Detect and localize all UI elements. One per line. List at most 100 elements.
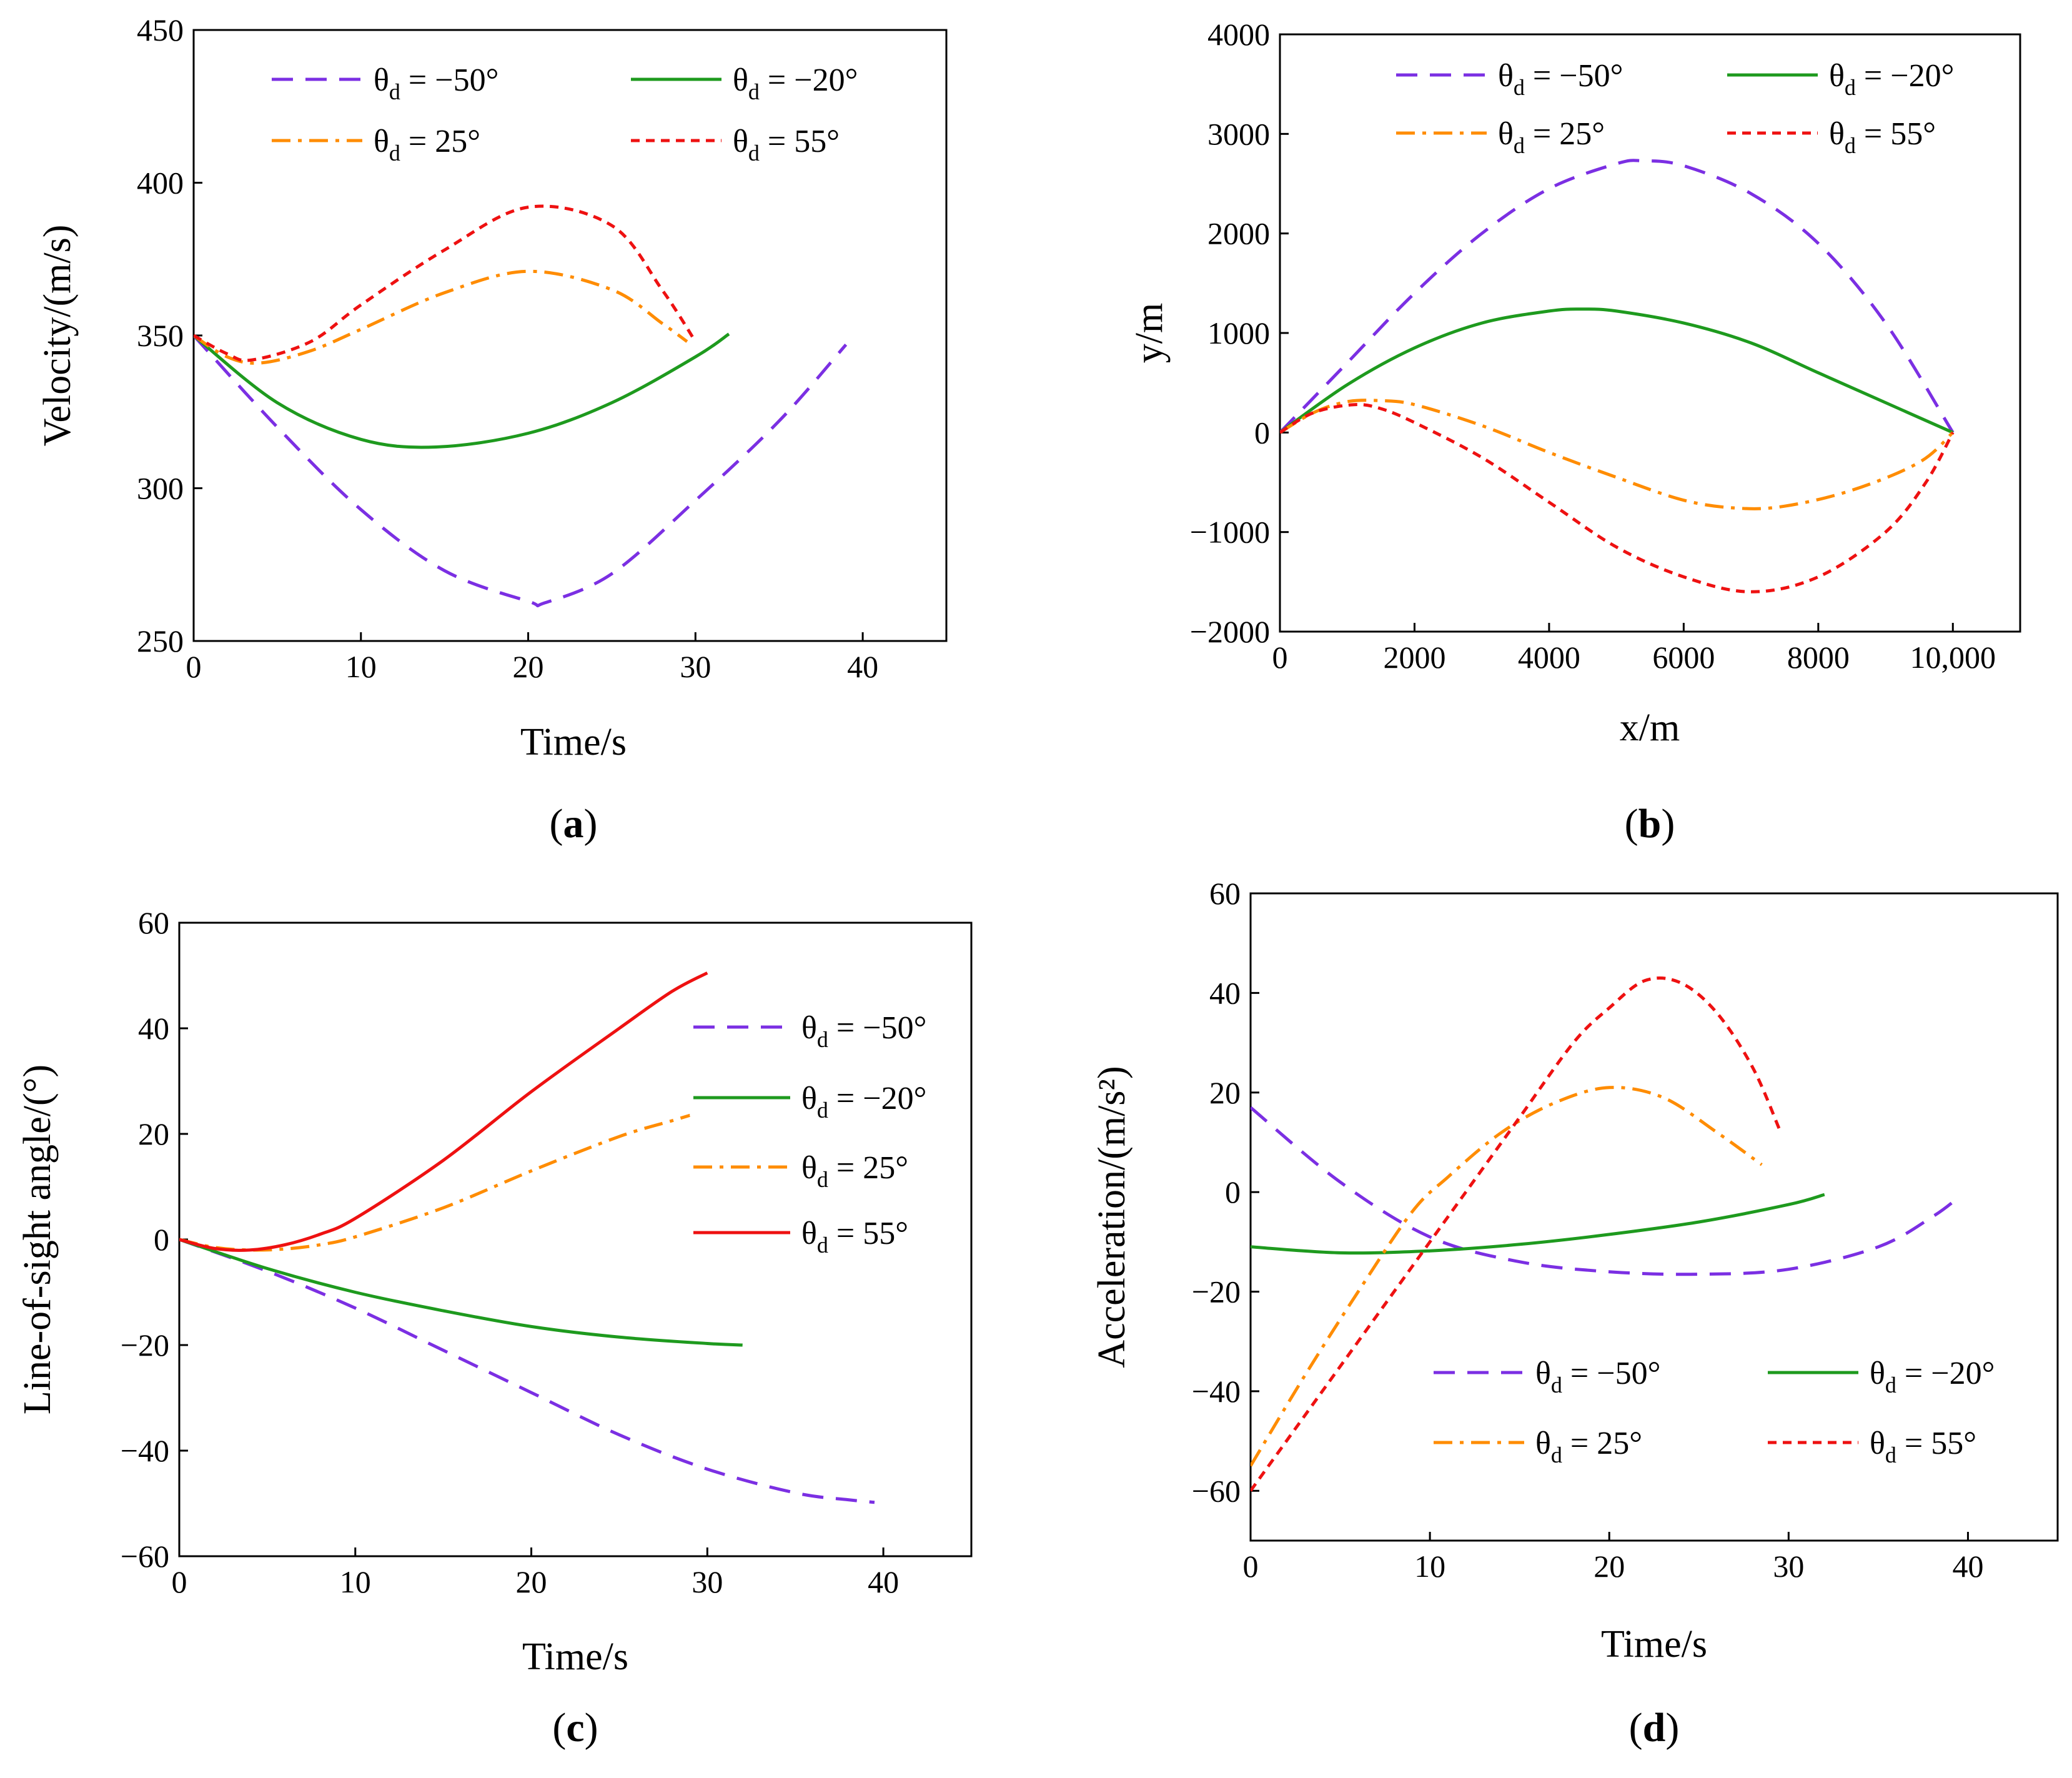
legend-entry: θd = −50° <box>801 1010 926 1052</box>
x-tick-label: 6000 <box>1652 640 1715 675</box>
y-axis-label: Acceleration/(m/s²) <box>1091 1066 1133 1368</box>
series-line-2 <box>1251 1193 1825 1255</box>
x-tick-label: 40 <box>1952 1549 1983 1584</box>
legend-entry: θd = 25° <box>1535 1426 1642 1468</box>
chart-d: 0 10 20 30 40 −60 −40 −20 0 20 40 60 Time/s Accelerat… <box>1091 876 2059 1751</box>
plot-frame <box>192 29 948 642</box>
panel-label: (c) <box>552 1705 598 1751</box>
y-tick-label: 450 <box>137 12 184 47</box>
x-tick-label: 30 <box>1773 1549 1804 1584</box>
y-tick-label: 0 <box>1225 1175 1241 1209</box>
y-axis-label: Line-of-sight angle/(°) <box>16 1065 59 1414</box>
x-tick-label: 10 <box>345 649 377 684</box>
legend-entry: θd = 25° <box>1498 116 1605 158</box>
x-tick-label: 20 <box>516 1564 547 1599</box>
y-tick-label: 40 <box>1209 975 1241 1010</box>
series-group <box>179 971 875 1504</box>
x-tick-label: 2000 <box>1383 640 1445 675</box>
legend-entry: θd = 25° <box>374 124 480 166</box>
y-axis-label: y/m <box>1128 303 1171 363</box>
series-line-3 <box>194 269 688 365</box>
legend-entry: θd = 55° <box>733 124 840 166</box>
x-tick-label: 10,000 <box>1910 640 1996 675</box>
x-axis-label: Time/s <box>520 721 627 763</box>
series-line-2 <box>1280 307 1954 434</box>
chart-a: 0 10 20 30 40 250 300 350 400 450 Time/s Velocity/(… <box>36 12 948 847</box>
x-tick-label: 4000 <box>1518 640 1580 675</box>
legend-entry: θd = −50° <box>1498 58 1623 100</box>
chart-c: 0 10 20 30 40 −60 −40 −20 0 20 40 60 Time/s Line-of-s… <box>16 905 973 1751</box>
legend-entry: θd = −20° <box>733 62 858 104</box>
legend-entry: θd = −50° <box>1535 1356 1660 1398</box>
series-line-3 <box>1280 399 1955 510</box>
series-line-4 <box>179 971 708 1252</box>
x-tick-label: 40 <box>868 1564 899 1599</box>
x-tick-label: 30 <box>680 649 711 684</box>
x-tick-label: 20 <box>1594 1549 1625 1584</box>
y-tick-label: −20 <box>1192 1274 1241 1309</box>
y-tick-label: 2000 <box>1207 216 1270 251</box>
series-line-1 <box>1280 159 1955 434</box>
y-tick-label: 1000 <box>1207 315 1270 350</box>
y-tick-label: −60 <box>1192 1473 1241 1508</box>
y-tick-label: 60 <box>1209 876 1241 911</box>
legend-entry: θd = −50° <box>374 62 498 104</box>
plot-frame <box>1249 892 2059 1542</box>
x-tick-label: 10 <box>340 1564 371 1599</box>
x-tick-label: 0 <box>1243 1549 1259 1584</box>
legend-entry: θd = 25° <box>801 1150 908 1192</box>
x-axis-label: x/m <box>1620 707 1680 749</box>
y-tick-label: −2000 <box>1190 614 1270 649</box>
y-tick-label: 0 <box>154 1222 169 1257</box>
y-tick-label: 250 <box>137 623 184 658</box>
y-tick-label: −40 <box>121 1433 169 1468</box>
series-group <box>194 204 848 608</box>
legend-entry: θd = −20° <box>1829 58 1954 100</box>
series-line-1 <box>179 1238 875 1504</box>
legend-entry: θd = 55° <box>1870 1426 1976 1468</box>
series-line-1 <box>194 334 848 608</box>
series-line-1 <box>1251 1106 1960 1276</box>
series-line-3 <box>179 1114 690 1252</box>
series-line-4 <box>1280 402 1955 593</box>
y-tick-label: 20 <box>138 1116 169 1151</box>
x-tick-label: 0 <box>1272 640 1288 675</box>
y-tick-label: 40 <box>138 1011 169 1046</box>
y-axis-label: Velocity/(m/s) <box>36 225 79 447</box>
series-group <box>1280 159 1955 593</box>
y-tick-label: 400 <box>137 166 184 201</box>
y-tick-label: −40 <box>1192 1374 1241 1409</box>
x-axis-label: Time/s <box>522 1636 628 1678</box>
y-tick-label: 300 <box>137 471 184 506</box>
x-tick-label: 8000 <box>1787 640 1850 675</box>
panel-label: (a) <box>550 801 598 847</box>
panel-label: (d) <box>1629 1705 1680 1751</box>
x-tick-label: 10 <box>1414 1549 1445 1584</box>
x-tick-label: 40 <box>847 649 878 684</box>
y-tick-label: −20 <box>121 1328 169 1363</box>
x-tick-label: 0 <box>186 649 202 684</box>
y-tick-label: 20 <box>1209 1075 1241 1110</box>
series-line-4 <box>194 204 697 362</box>
series-line-3 <box>1251 1086 1763 1467</box>
x-tick-label: 0 <box>172 1564 187 1599</box>
y-tick-label: 0 <box>1254 415 1270 450</box>
series-line-2 <box>194 332 730 449</box>
panel-label: (b) <box>1625 801 1675 847</box>
y-tick-label: −60 <box>121 1539 169 1574</box>
y-tick-label: 3000 <box>1207 116 1270 151</box>
legend-entry: θd = 55° <box>801 1216 908 1258</box>
chart-b: 0 2000 4000 6000 8000 10,000 −2000 −1000 0 1000 20… <box>1128 17 2021 847</box>
series-line-4 <box>1251 976 1782 1492</box>
y-tick-label: 4000 <box>1207 17 1270 52</box>
x-axis-label: Time/s <box>1601 1623 1707 1666</box>
legend-entry: θd = −20° <box>801 1081 926 1123</box>
legend-entry: θd = −20° <box>1870 1356 1995 1398</box>
x-tick-label: 20 <box>513 649 544 684</box>
legend-entry: θd = 55° <box>1829 116 1936 158</box>
x-tick-label: 30 <box>691 1564 723 1599</box>
y-tick-label: −1000 <box>1190 515 1270 550</box>
y-tick-label: 60 <box>138 905 169 940</box>
y-tick-label: 350 <box>137 318 184 353</box>
